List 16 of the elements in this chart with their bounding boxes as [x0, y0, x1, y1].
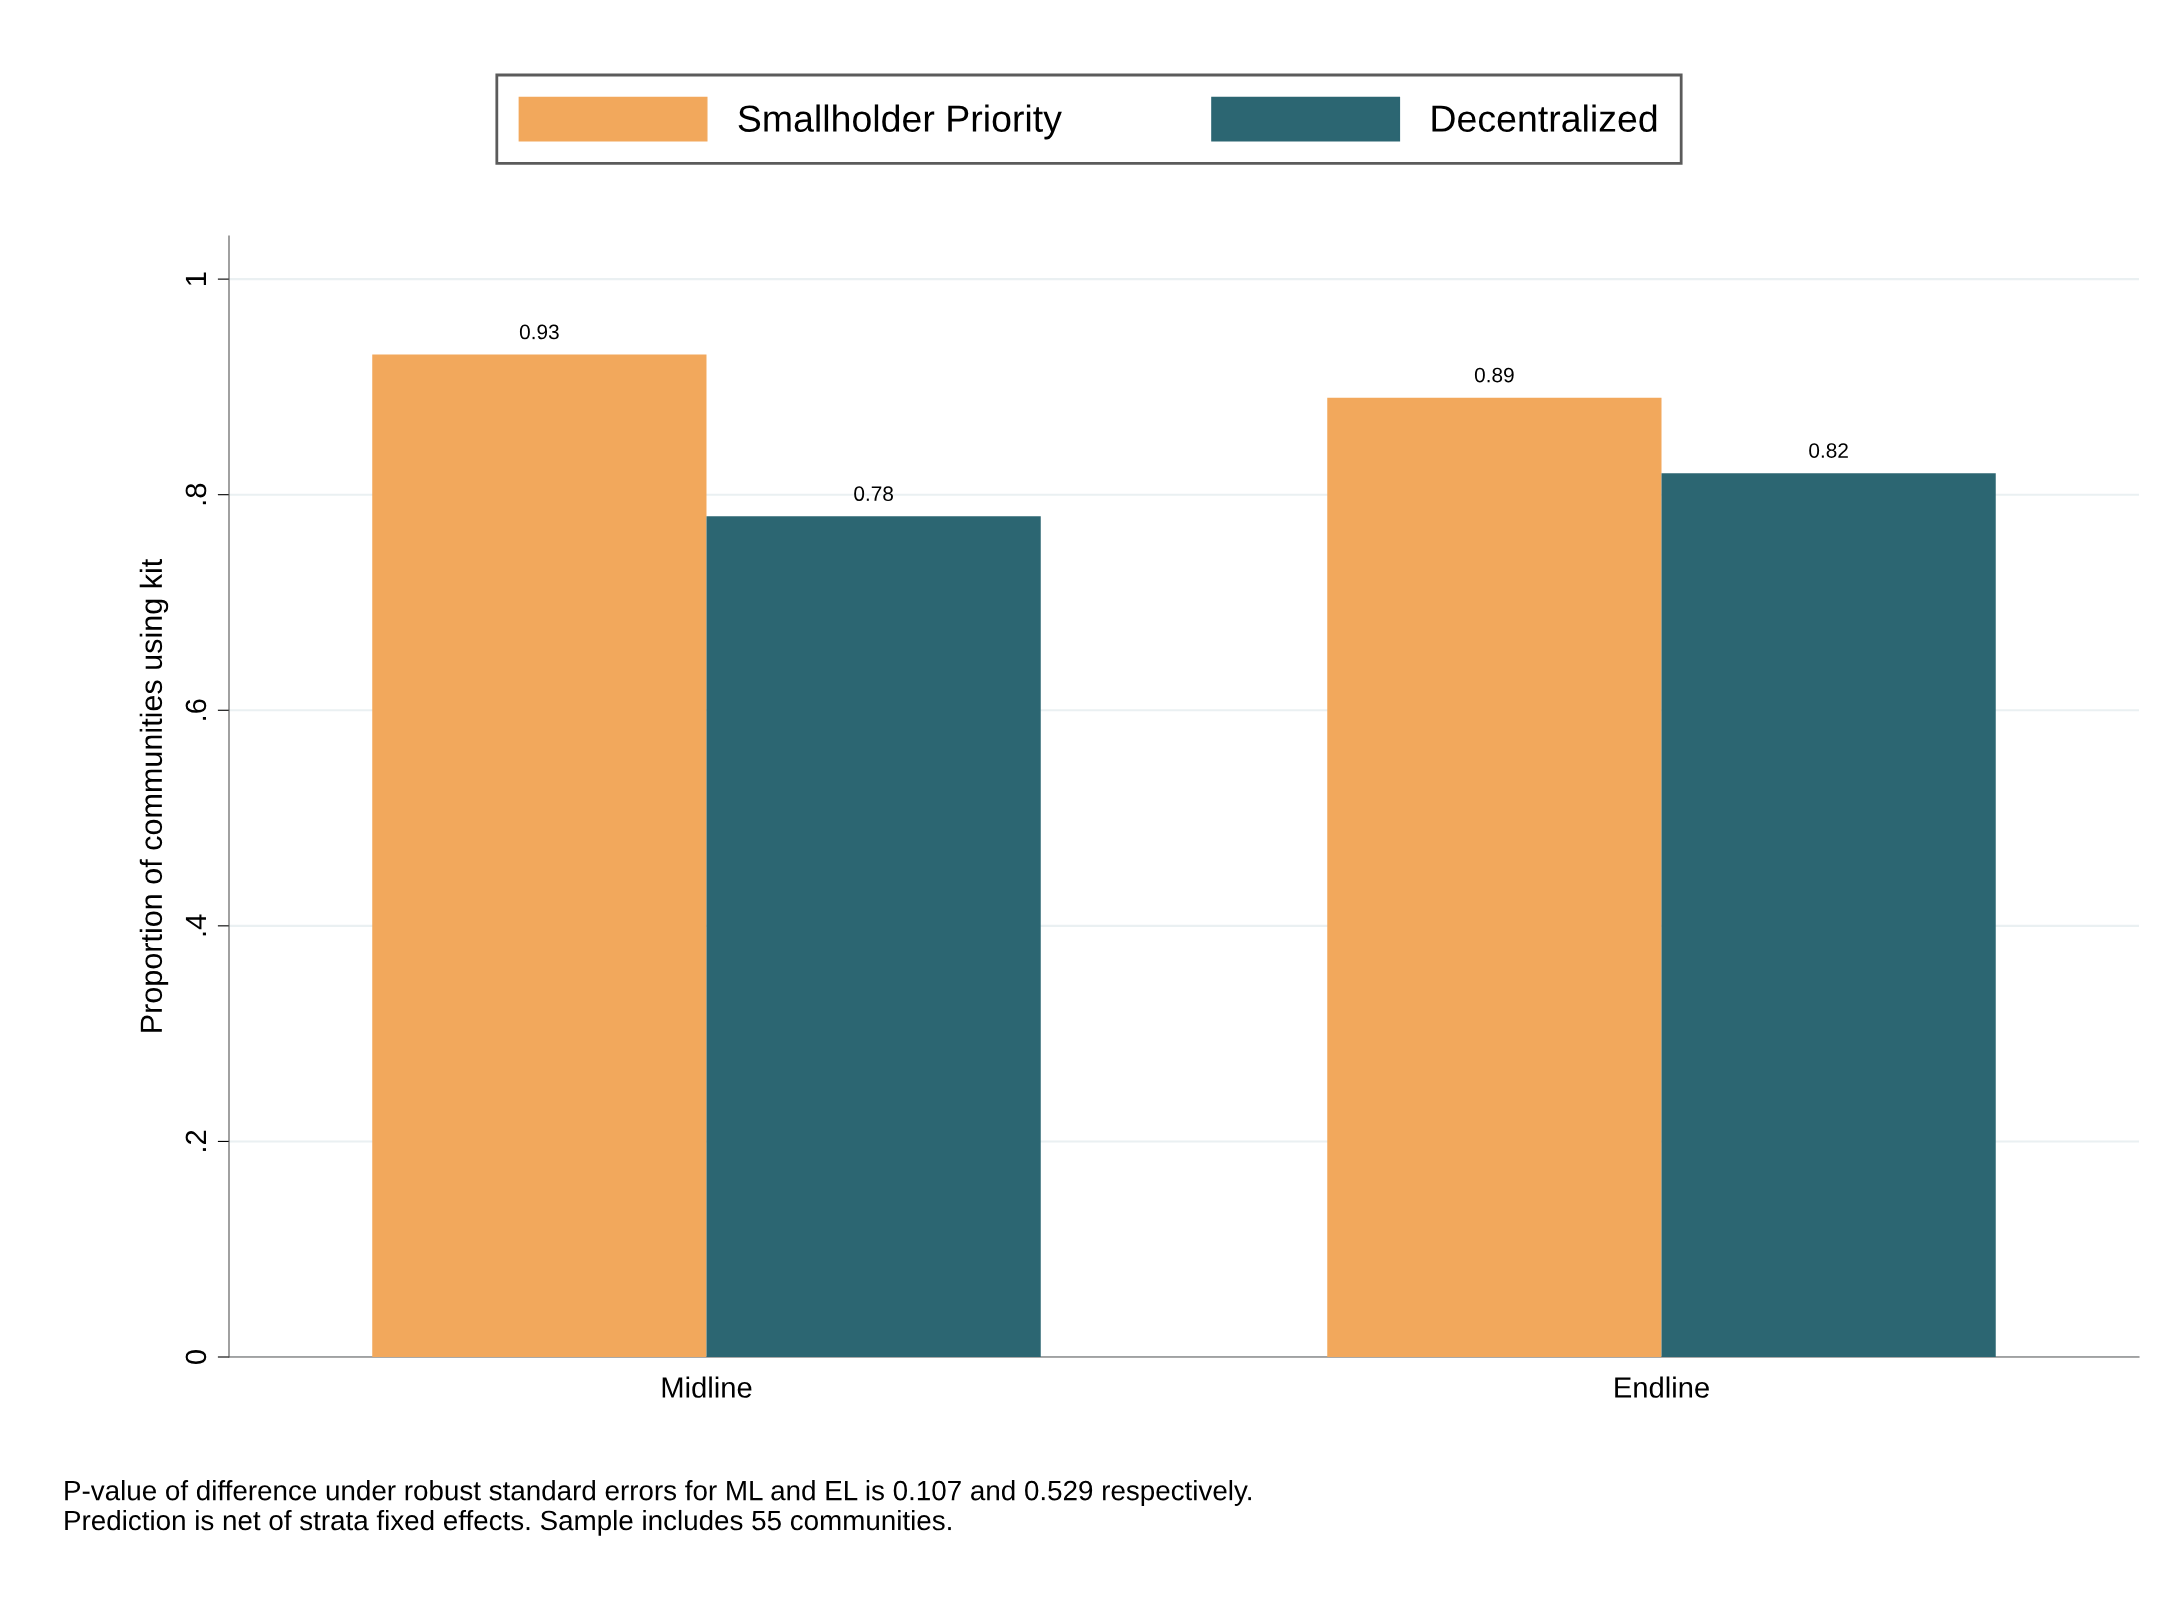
y-tick-label: 1 [185, 272, 206, 285]
data-label: 0.78 [854, 486, 893, 502]
legend-label: Decentralized [1432, 104, 1657, 132]
data-label: 0.82 [1809, 443, 1848, 458]
x-tick-label: Midline [662, 1376, 752, 1398]
data-label: 0.89 [1474, 367, 1514, 383]
legend-label: Smallholder Priority [738, 104, 1062, 140]
y-tick-label: .6 [185, 699, 207, 720]
x-tick-label: Endline [1615, 1376, 1709, 1398]
y-tick-label: .4 [185, 914, 206, 936]
y-tick-label: .2 [185, 1130, 206, 1151]
y-tick-label: .8 [185, 483, 207, 505]
text: P-value of difference under robust standard errors for ML and EL is 0.107 and 0.529 respectively. Prediction is net of strata fixed effects. Sample includes 55 communities. [65, 1480, 1251, 1536]
data-label: 0.93 [519, 324, 559, 340]
y-axis-title: Proportion of communities using kit [139, 558, 169, 1032]
y-tick-label: 0 [185, 1350, 207, 1364]
